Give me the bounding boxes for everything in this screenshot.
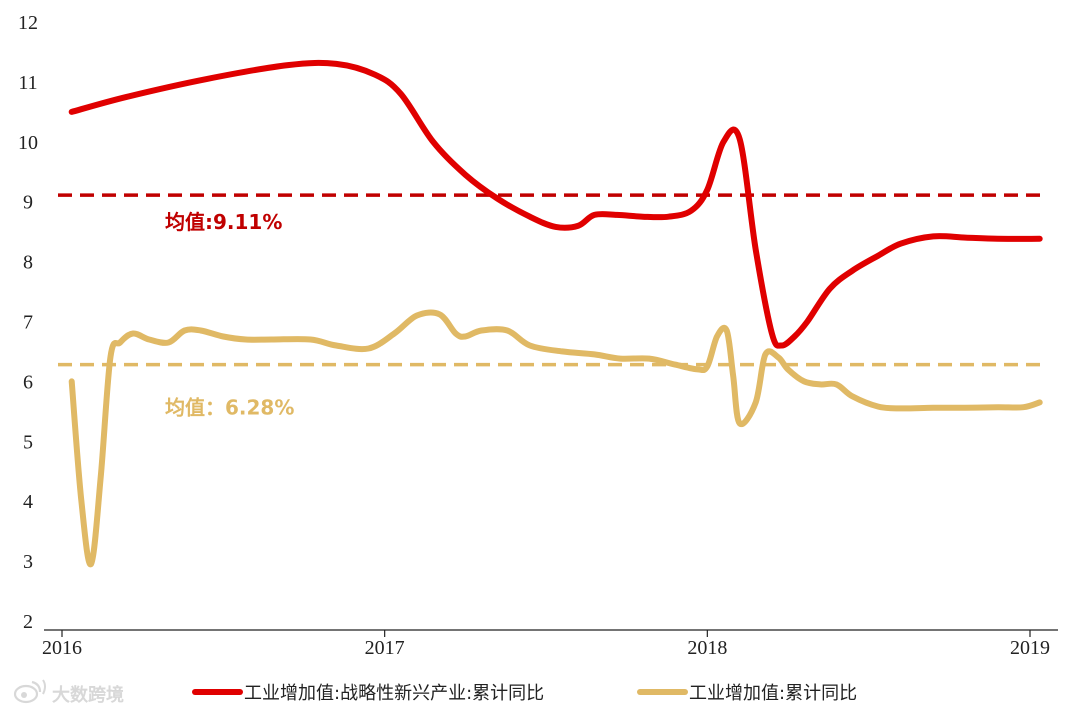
y-axis-ticks: 2 3 4 5 6 7 8 9 10 11 12 (18, 12, 38, 633)
reference-lines: 均值:9.11% 均值：6.28% (58, 193, 1040, 420)
x-tick-label: 2019 (1010, 637, 1050, 659)
average-label: 均值：6.28% (165, 396, 294, 420)
y-tick-label: 9 (23, 192, 33, 214)
y-tick-label: 3 (23, 551, 33, 573)
watermark-text: 大数跨境 (52, 684, 124, 706)
average-label: 均值:9.11% (165, 210, 282, 234)
y-tick-label: 6 (23, 371, 33, 393)
legend-label: 工业增加值:战略性新兴产业:累计同比 (244, 683, 544, 704)
y-tick-label: 11 (18, 72, 37, 94)
watermark: 大数跨境 (13, 679, 124, 706)
x-tick-label: 2017 (365, 637, 405, 659)
y-tick-label: 12 (18, 12, 38, 34)
series-layer (68, 59, 1043, 568)
y-tick-label: 2 (23, 611, 33, 633)
legend: 工业增加值:战略性新兴产业:累计同比 工业增加值:累计同比 (192, 683, 857, 704)
x-tick-label: 2018 (687, 637, 727, 659)
y-tick-label: 8 (23, 252, 33, 274)
legend-label: 工业增加值:累计同比 (689, 683, 857, 704)
y-tick-label: 10 (18, 132, 38, 154)
series-line-1 (68, 59, 1043, 349)
y-tick-label: 7 (23, 312, 33, 334)
x-tick-label: 2016 (42, 637, 82, 659)
y-tick-label: 5 (23, 431, 33, 453)
weibo-logo-icon (13, 679, 46, 704)
x-axis: 2016 2017 2018 2019 (42, 629, 1058, 659)
y-tick-label: 4 (23, 491, 33, 513)
series-line-2 (68, 309, 1043, 568)
